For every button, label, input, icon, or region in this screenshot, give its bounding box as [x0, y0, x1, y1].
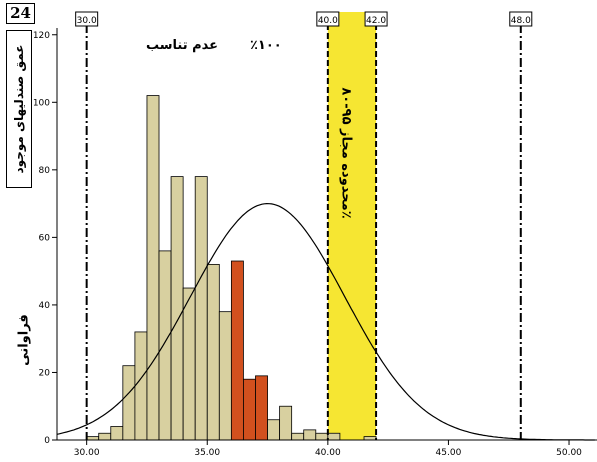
histogram-bar: [158, 250, 172, 441]
histogram-bar: [110, 426, 124, 441]
histogram-bar: [182, 287, 196, 441]
y-tick-label: 40: [39, 301, 51, 311]
histogram-bar: [267, 419, 281, 441]
side-label-text: عمق صندلیهای موجود: [12, 44, 26, 174]
x-tick-label: 35.00: [194, 448, 220, 458]
reference-line-label-box: [316, 11, 340, 27]
x-tick-label: 45.00: [436, 448, 462, 458]
y-tick-label: 60: [39, 233, 51, 243]
reference-line-label: 42.0: [366, 16, 386, 26]
reference-line-label: 40.0: [318, 16, 338, 26]
histogram-bar: [363, 436, 377, 441]
y-tick-label: 0: [44, 436, 50, 446]
reference-line-label-box: [364, 11, 388, 27]
histogram-bar: [230, 260, 244, 441]
y-axis-label: فراوانی: [14, 300, 34, 380]
reference-line-label-box: [75, 11, 99, 27]
reference-line-label: 48.0: [511, 16, 531, 26]
histogram-bar: [255, 375, 268, 441]
histogram-bar: [279, 405, 293, 441]
x-tick-label: 40.00: [315, 448, 341, 458]
x-tick-label: 30.00: [74, 448, 100, 458]
reference-line-label: 30.0: [77, 16, 97, 26]
histogram-bar: [170, 176, 184, 441]
histogram-bar: [194, 176, 208, 441]
y-tick-label: 120: [33, 31, 50, 41]
histogram-bar: [134, 331, 148, 441]
y-tick-label: 80: [39, 166, 51, 176]
mismatch-note: عدم تناسب: [146, 38, 219, 53]
allowed-range-band: [327, 12, 377, 440]
histogram-bar: [122, 365, 136, 441]
panel-number: 24: [6, 3, 35, 24]
y-tick-label: 20: [39, 368, 51, 378]
histogram-bar: [327, 432, 341, 441]
y-tick-label: 100: [33, 98, 50, 108]
allowed-range-label-text: محدوده مجاز ۹۵-۸۰٪: [338, 87, 354, 219]
histogram-bar: [243, 378, 256, 441]
histogram-bar: [98, 432, 112, 441]
histogram-bar: [146, 95, 160, 441]
histogram-bar: [315, 432, 329, 441]
histogram-bar: [291, 432, 305, 441]
mismatch-percent: ٪۱۰۰: [250, 38, 282, 53]
allowed-range-label: محدوده مجاز ۹۵-۸۰٪: [332, 68, 360, 238]
histogram-bar: [206, 263, 220, 441]
histogram-bar: [303, 429, 317, 441]
y-axis-label-text: فراوانی: [16, 314, 32, 366]
histogram-bar: [218, 311, 232, 441]
normal-curve: [56, 202, 595, 441]
histogram-bar: [86, 436, 100, 441]
side-label-box: عمق صندلیهای موجود: [6, 30, 32, 188]
reference-line-label-box: [509, 11, 533, 27]
x-tick-label: 50.00: [556, 448, 582, 458]
